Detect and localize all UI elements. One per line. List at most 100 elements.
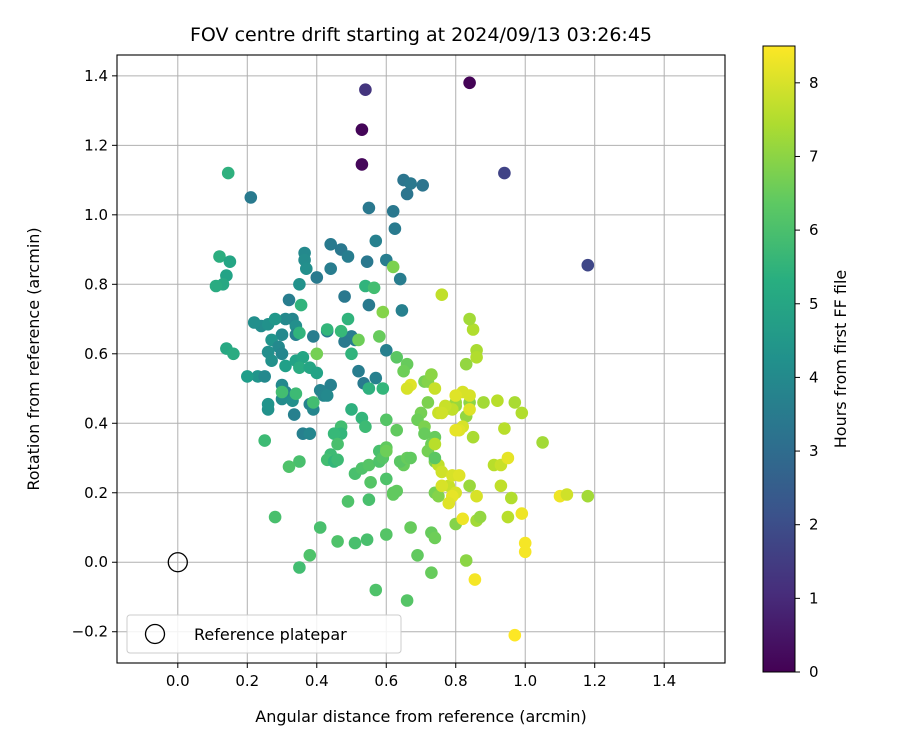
data-point (282, 460, 296, 474)
data-point (310, 366, 324, 380)
data-point (275, 347, 289, 361)
data-point (418, 427, 431, 441)
data-point (518, 545, 532, 559)
data-point (324, 238, 338, 251)
x-axis-ticks: 0.0 0.2 0.4 0.6 0.8 1.0 1.2 1.4 (166, 663, 676, 690)
colorbar: 0 1 2 3 4 5 6 7 8 Hours from first FF file (762, 45, 850, 681)
x-tick-label: 1.0 (513, 672, 537, 690)
data-point (442, 496, 456, 510)
data-point (320, 323, 334, 336)
data-point (468, 573, 482, 586)
y-axis-ticks: −0.2 0.0 0.2 0.4 0.6 0.8 1.0 1.2 1.4 (72, 67, 117, 641)
data-point (432, 489, 445, 503)
x-tick-label: 0.4 (305, 672, 329, 690)
data-point (386, 488, 400, 501)
data-point (404, 521, 417, 534)
data-point (388, 222, 402, 235)
data-point (508, 396, 522, 409)
data-point (364, 476, 377, 489)
data-point (345, 347, 358, 361)
data-point (404, 451, 417, 465)
x-tick-label: 0.8 (444, 672, 468, 690)
colorbar-tick-label: 2 (809, 516, 819, 534)
data-point (324, 262, 338, 276)
colorbar-gradient (762, 45, 796, 673)
colorbar-tick-label: 6 (809, 221, 819, 239)
data-point (390, 351, 404, 364)
data-point (241, 370, 254, 383)
colorbar-tick-label: 1 (809, 589, 819, 607)
data-point (289, 387, 303, 401)
data-point (359, 420, 372, 434)
legend: Reference platepar (126, 614, 402, 654)
data-point (352, 333, 365, 347)
data-point (293, 561, 306, 574)
data-point (463, 389, 476, 402)
data-point (386, 260, 400, 274)
x-tick-label: 1.4 (652, 672, 676, 690)
data-point (293, 361, 306, 375)
data-point (360, 533, 374, 546)
data-point (501, 510, 515, 524)
data-point (536, 436, 549, 449)
data-point (428, 382, 442, 395)
data-point (470, 351, 483, 364)
data-point (348, 536, 362, 550)
data-point (449, 389, 463, 402)
data-point (360, 255, 374, 268)
y-tick-label: −0.2 (72, 623, 108, 641)
data-point (515, 406, 529, 420)
data-point (380, 444, 393, 458)
y-tick-label: 0.6 (84, 345, 108, 363)
x-tick-label: 0.6 (374, 672, 398, 690)
data-point (518, 536, 532, 550)
data-point (411, 549, 424, 562)
data-point (400, 382, 414, 395)
data-point (362, 458, 376, 472)
data-point (397, 364, 410, 378)
data-point (380, 528, 393, 541)
data-point (376, 382, 390, 395)
colorbar-label: Hours from first FF file (831, 270, 850, 449)
data-point (505, 491, 518, 505)
data-point (258, 434, 272, 447)
data-point (560, 488, 574, 501)
data-point (435, 406, 449, 420)
data-point (463, 403, 476, 416)
data-point (244, 191, 258, 204)
data-point (345, 403, 358, 416)
legend-marker-reference (144, 623, 166, 645)
data-point (227, 347, 240, 361)
data-point (296, 351, 310, 364)
data-point (327, 427, 341, 441)
data-point (362, 382, 376, 395)
colorbar-tick-label: 0 (809, 663, 819, 681)
data-point (275, 385, 289, 399)
data-point (247, 316, 261, 329)
colorbar-tick-label: 7 (809, 147, 819, 165)
data-point (293, 278, 306, 291)
y-tick-label: 1.4 (84, 67, 108, 85)
data-point (425, 368, 438, 381)
data-point (463, 76, 476, 90)
data-point (400, 594, 414, 607)
data-point (338, 290, 351, 303)
data-point (303, 427, 317, 441)
data-point (355, 123, 369, 136)
data-point (367, 281, 381, 295)
reference-marker (167, 552, 188, 573)
data-point (498, 422, 511, 435)
data-point (390, 423, 404, 437)
data-point (334, 324, 348, 338)
data-point (307, 330, 320, 343)
data-point (279, 359, 292, 373)
data-point (213, 250, 226, 263)
data-point (282, 293, 296, 307)
data-point (373, 330, 386, 343)
x-tick-label: 1.2 (583, 672, 607, 690)
data-point (501, 451, 515, 465)
data-point (435, 479, 449, 493)
data-point (352, 364, 365, 378)
colorbar-ticks: 0 1 2 3 4 5 6 7 8 (795, 74, 819, 681)
